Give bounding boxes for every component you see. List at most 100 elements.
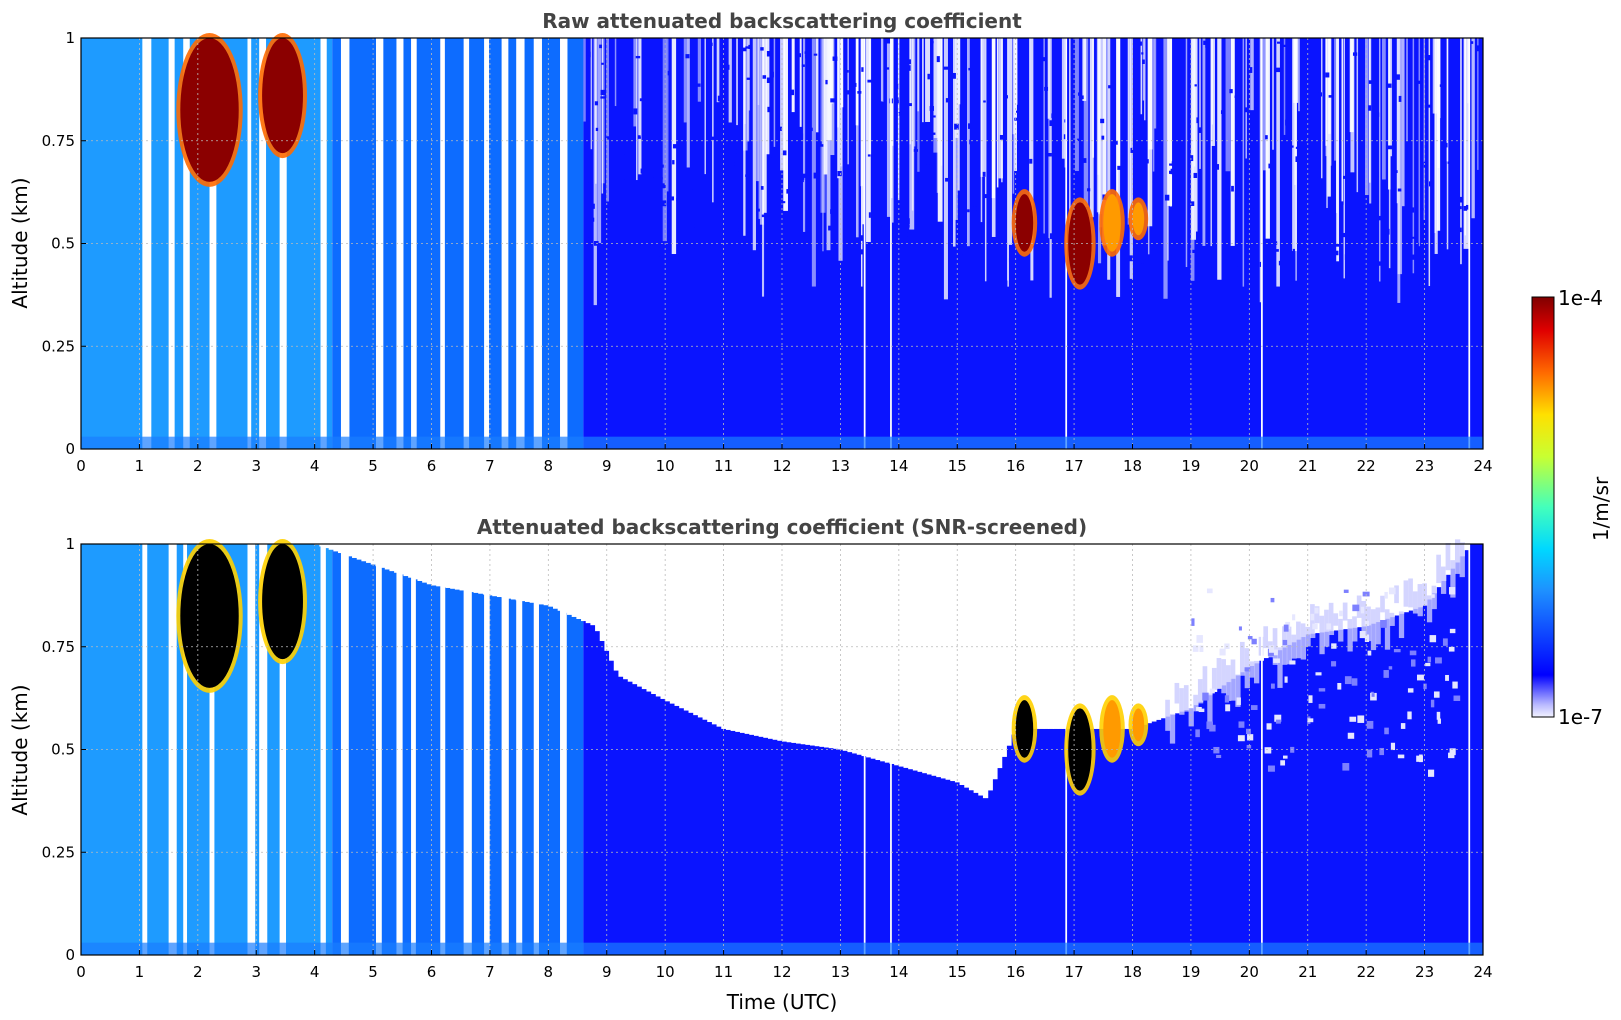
noise-speck — [1375, 199, 1379, 204]
noise-speck — [1078, 92, 1082, 96]
noise-speck — [1428, 181, 1434, 187]
faint-signal — [1249, 661, 1255, 678]
faint-speck — [1425, 662, 1431, 667]
sparse-signal-column — [866, 38, 871, 243]
screened-out-region — [1006, 544, 1012, 746]
faint-signal — [1254, 660, 1260, 684]
noise-speck — [777, 126, 782, 131]
noise-speck — [1439, 84, 1442, 87]
screened-out-region — [529, 544, 535, 603]
screened-out-region — [1338, 544, 1344, 630]
screened-out-region — [1333, 544, 1339, 631]
faint-speck — [1407, 688, 1414, 693]
noise-speck — [1239, 188, 1243, 193]
noise-speck — [1059, 253, 1063, 258]
screened-out-region — [473, 544, 479, 593]
noise-speck — [1141, 52, 1144, 55]
sparse-signal-column — [917, 38, 920, 172]
sparse-signal-column — [666, 38, 669, 192]
noise-speck — [1259, 261, 1263, 267]
heatmap — [81, 33, 1483, 449]
sparse-signal-column — [1163, 38, 1168, 299]
screened-out-region — [828, 544, 835, 749]
faint-signal — [1235, 674, 1241, 707]
screened-out-region — [744, 544, 750, 734]
x-tick-label: 23 — [1415, 457, 1434, 475]
sparse-signal-column — [1029, 38, 1031, 242]
screened-out-region — [1239, 544, 1246, 673]
screened-out-region — [1020, 544, 1026, 729]
sparse-signal-column — [1428, 38, 1431, 287]
sparse-signal-column — [1242, 38, 1245, 287]
faint-speck — [1453, 695, 1461, 702]
screened-out-region — [968, 544, 975, 791]
noise-speck — [1285, 119, 1290, 126]
x-tick-label: 6 — [427, 457, 437, 475]
faint-speck — [1206, 721, 1213, 730]
noise-speck — [612, 106, 617, 111]
faint-speck — [1449, 628, 1456, 634]
noise-speck — [600, 96, 606, 99]
x-tick-label: 16 — [1006, 963, 1025, 981]
screened-out-region — [1193, 544, 1199, 706]
noise-speck — [1170, 168, 1174, 175]
screened-out-region — [1394, 544, 1400, 616]
screened-out-region — [805, 544, 811, 745]
x-tick-label: 8 — [544, 963, 554, 981]
x-tick-label: 6 — [427, 963, 437, 981]
screened-out-region — [1188, 544, 1194, 709]
data-gap — [376, 544, 382, 955]
noise-speck — [1169, 170, 1172, 174]
noise-speck — [945, 98, 950, 103]
sparse-signal-column — [1217, 38, 1222, 280]
noise-speck — [1265, 249, 1269, 256]
noise-speck — [817, 141, 822, 147]
screened-out-region — [1263, 544, 1269, 659]
x-tick-label: 5 — [368, 963, 378, 981]
noise-speck — [1100, 118, 1105, 124]
sparse-signal-column — [1116, 38, 1119, 219]
screened-out-region — [1095, 544, 1101, 729]
noise-speck — [754, 251, 760, 254]
noise-speck — [588, 51, 591, 58]
sparse-signal-column — [686, 38, 690, 168]
noise-speck — [620, 151, 625, 155]
faint-speck — [1448, 646, 1455, 652]
screened-out-region — [609, 544, 615, 661]
y-axis-label: Altitude (km) — [8, 684, 32, 815]
screened-out-region — [408, 544, 414, 578]
data-gap — [890, 38, 892, 449]
faint-signal — [1319, 615, 1325, 655]
noise-speck — [770, 71, 774, 78]
screened-out-region — [819, 544, 825, 747]
faint-signal — [1202, 666, 1208, 696]
screened-out-region — [912, 544, 919, 771]
sparse-signal-column — [1083, 38, 1089, 208]
sparse-signal-column — [1129, 38, 1133, 279]
screened-out-region — [1314, 544, 1321, 634]
noise-speck — [1313, 217, 1317, 222]
sparse-signal-column — [1390, 38, 1393, 157]
screened-out-region — [1398, 544, 1405, 614]
sparse-signal-column — [943, 38, 948, 300]
faint-speck — [1191, 618, 1195, 626]
sparse-signal-column — [583, 38, 586, 122]
faint-speck — [1292, 614, 1296, 621]
faint-speck — [1250, 705, 1258, 710]
faint-speck — [1196, 635, 1203, 643]
noise-speck — [999, 134, 1004, 140]
sparse-signal-column — [704, 38, 706, 175]
screened-out-region — [581, 544, 587, 622]
noise-speck — [830, 98, 836, 103]
screened-out-region — [669, 544, 676, 704]
noise-speck — [767, 106, 770, 113]
noise-speck — [659, 251, 665, 257]
screened-out-region — [725, 544, 732, 730]
sparse-signal-column — [820, 38, 826, 213]
screened-out-region — [576, 544, 582, 620]
noise-speck — [800, 133, 804, 140]
faint-speck — [1393, 649, 1401, 653]
noise-speck — [692, 224, 695, 228]
screened-out-region — [940, 544, 947, 779]
screened-out-region — [665, 544, 671, 702]
